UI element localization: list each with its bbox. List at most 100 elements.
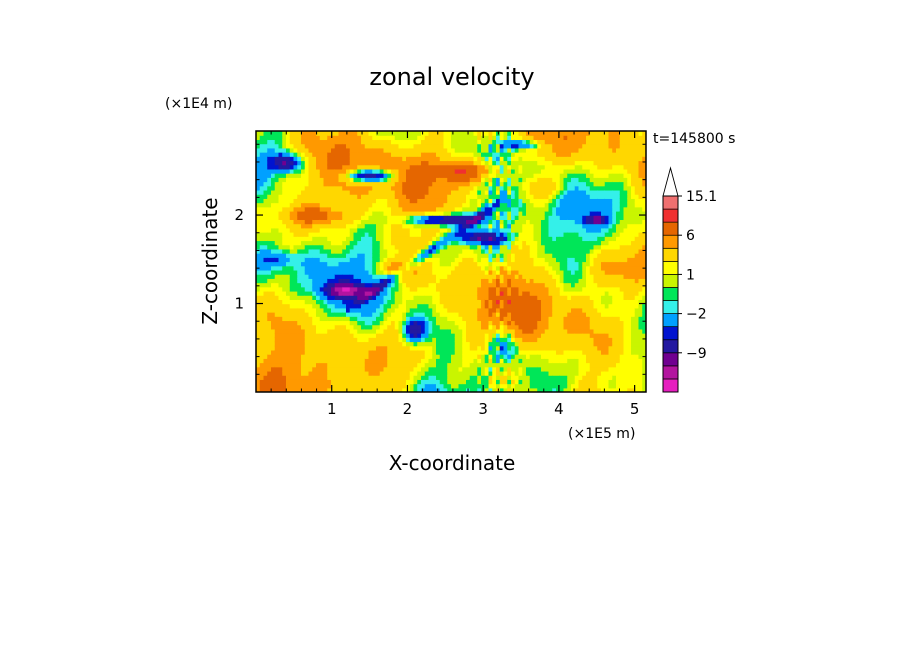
heatmap-cell xyxy=(286,185,291,191)
heatmap-cell xyxy=(518,324,523,330)
heatmap-cell xyxy=(421,152,426,157)
heatmap-cell xyxy=(496,328,501,334)
heatmap-cell xyxy=(372,278,377,284)
heatmap-cell xyxy=(259,248,265,254)
heatmap-cell xyxy=(439,328,445,334)
heatmap-cell xyxy=(473,189,478,195)
heatmap-cell xyxy=(282,194,287,199)
heatmap-cell xyxy=(454,257,460,263)
heatmap-cell xyxy=(514,324,520,330)
heatmap-cell xyxy=(473,333,478,338)
heatmap-cell xyxy=(507,312,512,317)
heatmap-cell xyxy=(481,286,486,292)
heatmap-cell xyxy=(301,164,306,170)
heatmap-cell xyxy=(466,366,471,372)
heatmap-cell xyxy=(278,164,283,170)
heatmap-cell xyxy=(436,366,441,372)
heatmap-cell xyxy=(454,274,460,279)
heatmap-cell xyxy=(353,131,358,136)
heatmap-cell xyxy=(511,345,516,351)
heatmap-cell xyxy=(413,337,418,343)
heatmap-cell xyxy=(308,185,313,191)
heatmap-cell xyxy=(376,131,381,136)
heatmap-cell xyxy=(424,206,430,212)
heatmap-cell xyxy=(338,156,343,162)
heatmap-cell xyxy=(323,164,328,170)
heatmap-cell xyxy=(548,307,553,313)
heatmap-cell xyxy=(447,194,452,199)
heatmap-cell xyxy=(398,261,403,267)
heatmap-cell xyxy=(391,173,396,178)
heatmap-cell xyxy=(364,379,370,385)
heatmap-cell xyxy=(398,253,403,258)
heatmap-cell xyxy=(259,265,265,271)
heatmap-cell xyxy=(379,257,385,263)
heatmap-cell xyxy=(398,387,403,392)
heatmap-cell xyxy=(304,312,310,317)
heatmap-cell xyxy=(556,349,561,355)
heatmap-cell xyxy=(439,354,445,359)
heatmap-cell xyxy=(316,168,321,174)
heatmap-cell xyxy=(507,177,512,183)
heatmap-cell xyxy=(503,324,508,330)
heatmap-cell xyxy=(552,147,557,153)
heatmap-cell xyxy=(267,261,272,267)
heatmap-cell xyxy=(331,181,336,187)
heatmap-cell xyxy=(514,223,520,229)
heatmap-cell xyxy=(413,375,418,380)
heatmap-cell xyxy=(537,253,542,258)
heatmap-cell xyxy=(413,303,418,309)
heatmap-cell xyxy=(342,295,347,300)
heatmap-cell xyxy=(511,253,516,258)
heatmap-cell xyxy=(319,177,325,183)
heatmap-cell xyxy=(424,345,430,351)
heatmap-cell xyxy=(526,312,531,317)
heatmap-cell xyxy=(481,358,486,364)
heatmap-cell xyxy=(477,139,482,145)
heatmap-cell xyxy=(364,269,370,275)
heatmap-cell xyxy=(376,185,381,191)
heatmap-cell xyxy=(282,303,287,309)
heatmap-cell xyxy=(417,286,422,292)
heatmap-cell xyxy=(274,185,280,191)
heatmap-cell xyxy=(312,156,317,162)
heatmap-cell xyxy=(278,349,283,355)
heatmap-cell xyxy=(334,135,340,141)
heatmap-cell xyxy=(267,173,272,178)
heatmap-cell xyxy=(357,328,362,334)
heatmap-cell xyxy=(349,206,355,212)
heatmap-cell xyxy=(413,215,418,220)
heatmap-cell xyxy=(492,375,497,380)
heatmap-cell xyxy=(526,299,531,305)
heatmap-cell xyxy=(368,383,373,389)
heatmap-cell xyxy=(402,295,407,300)
heatmap-cell xyxy=(282,333,287,338)
heatmap-cell xyxy=(301,383,306,389)
heatmap-cell xyxy=(469,278,475,284)
heatmap-cell xyxy=(522,358,527,364)
heatmap-cell xyxy=(394,198,400,204)
heatmap-cell xyxy=(297,135,302,141)
heatmap-cell xyxy=(428,198,433,204)
heatmap-cell xyxy=(413,223,418,229)
heatmap-cell xyxy=(541,370,546,376)
heatmap-cell xyxy=(451,312,456,317)
heatmap-cell xyxy=(432,349,437,355)
heatmap-cell xyxy=(537,383,542,389)
heatmap-cell xyxy=(398,375,403,380)
heatmap-cell xyxy=(409,173,415,178)
heatmap-cell xyxy=(259,215,265,220)
heatmap-cell xyxy=(282,152,287,157)
heatmap-cell xyxy=(271,168,276,174)
heatmap-cell xyxy=(361,295,366,300)
heatmap-cell xyxy=(507,131,512,136)
heatmap-cell xyxy=(473,257,478,263)
heatmap-cell xyxy=(451,160,456,166)
heatmap-cell xyxy=(469,164,475,170)
heatmap-cell xyxy=(398,240,403,246)
heatmap-cell xyxy=(357,286,362,292)
heatmap-cell xyxy=(514,189,520,195)
heatmap-cell xyxy=(327,248,332,254)
heatmap-cell xyxy=(376,265,381,271)
heatmap-cell xyxy=(484,269,490,275)
